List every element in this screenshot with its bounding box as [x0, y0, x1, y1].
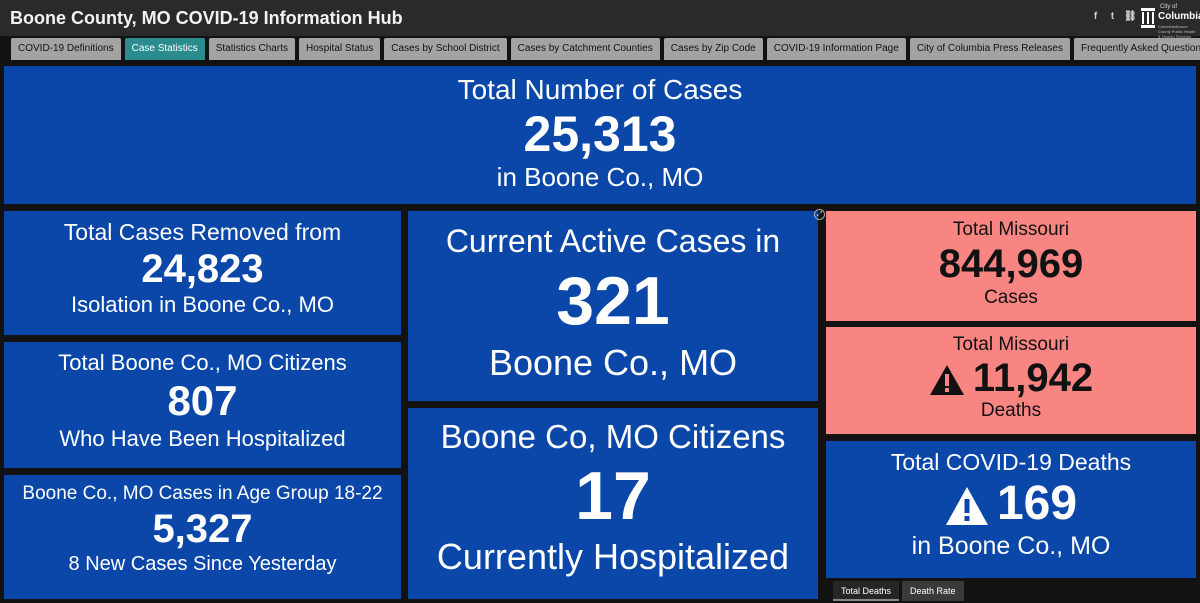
missouri-deaths-value: 11,942	[972, 356, 1094, 400]
facebook-icon[interactable]: f	[1093, 11, 1098, 22]
tab-cases-by-school-district[interactable]: Cases by School District	[384, 38, 507, 60]
deaths-subtab-bar: Total Deaths Death Rate	[833, 581, 964, 601]
boone-deaths-row: 169	[826, 476, 1196, 532]
link-icon[interactable]: ⛓	[1124, 11, 1137, 22]
missouri-deaths-row: 11,942	[826, 356, 1196, 400]
current-hospitalized-label: Boone Co, MO Citizens	[440, 418, 786, 455]
total-hospitalized-label: Total Boone Co., MO Citizens	[58, 350, 347, 375]
missouri-deaths-panel: Total Missouri 11,942 Deaths	[826, 327, 1196, 434]
logo-name: Columbia	[1158, 11, 1200, 22]
total-cases-label: Total Number of Cases	[457, 74, 743, 105]
current-hospitalized-panel: Boone Co, MO Citizens 17 Currently Hospi…	[408, 408, 818, 599]
boone-deaths-panel: Total COVID-19 Deaths 169 in Boone Co., …	[826, 441, 1196, 578]
logo-city-text: City of	[1160, 4, 1178, 10]
current-hospitalized-sublabel: Currently Hospitalized	[436, 536, 790, 577]
columns-logo-icon	[1141, 8, 1155, 28]
current-hospitalized-value: 17	[575, 458, 651, 534]
total-cases-location: in Boone Co., MO	[496, 162, 704, 192]
age-group-new-cases: 8 New Cases Since Yesterday	[68, 553, 337, 575]
logo-subtitle: Columbia/Boone County Public Health & Hu…	[1158, 24, 1196, 39]
missouri-cases-value: 844,969	[938, 242, 1084, 286]
tab-bar: COVID-19 Definitions Case Statistics Sta…	[11, 38, 1200, 60]
tab-cases-by-catchment-counties[interactable]: Cases by Catchment Counties	[510, 38, 660, 60]
removed-cases-panel: Total Cases Removed from 24,823 Isolatio…	[4, 211, 401, 335]
boone-deaths-label: Total COVID-19 Deaths	[890, 449, 1132, 475]
removed-cases-label: Total Cases Removed from	[63, 219, 342, 245]
missouri-cases-label: Total Missouri	[952, 219, 1070, 240]
active-cases-label: Current Active Cases in	[445, 223, 781, 259]
city-logo: City of Columbia Columbia/Boone County P…	[1140, 2, 1200, 39]
age-group-panel: Boone Co., MO Cases in Age Group 18-22 5…	[4, 475, 401, 599]
age-group-label: Boone Co., MO Cases in Age Group 18-22	[22, 483, 383, 504]
expand-icon[interactable]: ⤢	[814, 209, 825, 220]
total-hospitalized-value: 807	[167, 377, 238, 424]
total-hospitalized-sublabel: Who Have Been Hospitalized	[59, 426, 346, 451]
app-header: Boone County, MO COVID-19 Information Hu…	[0, 0, 1200, 39]
removed-cases-sublabel: Isolation in Boone Co., MO	[71, 292, 334, 317]
missouri-cases-panel: Total Missouri 844,969 Cases	[826, 211, 1196, 321]
tab-faq[interactable]: Frequently Asked Questions	[1073, 38, 1200, 60]
total-hospitalized-panel: Total Boone Co., MO Citizens 807 Who Hav…	[4, 342, 401, 468]
tab-hospital-status[interactable]: Hospital Status	[298, 38, 381, 60]
age-group-value: 5,327	[152, 507, 253, 551]
active-cases-value: 321	[556, 263, 670, 339]
tab-statistics-charts[interactable]: Statistics Charts	[208, 38, 295, 60]
missouri-deaths-label: Total Missouri	[952, 334, 1070, 355]
removed-cases-value: 24,823	[141, 247, 264, 291]
tab-case-statistics[interactable]: Case Statistics	[124, 38, 205, 60]
missouri-deaths-unit: Deaths	[980, 400, 1042, 421]
missouri-cases-unit: Cases	[984, 287, 1038, 308]
total-cases-value: 25,313	[523, 106, 677, 162]
active-cases-location: Boone Co., MO	[488, 342, 738, 383]
boone-deaths-location: in Boone Co., MO	[911, 532, 1111, 560]
warning-icon	[929, 365, 964, 396]
tab-total-deaths[interactable]: Total Deaths	[833, 581, 900, 601]
total-cases-panel: Total Number of Cases 25,313 in Boone Co…	[4, 66, 1196, 204]
page-title: Boone County, MO COVID-19 Information Hu…	[10, 8, 403, 28]
tab-covid-information-page[interactable]: COVID-19 Information Page	[766, 38, 906, 60]
tab-press-releases[interactable]: City of Columbia Press Releases	[909, 38, 1070, 60]
boone-deaths-value: 169	[996, 477, 1078, 530]
tab-covid-definitions[interactable]: COVID-19 Definitions	[11, 38, 121, 60]
social-links: f t ⛓	[1090, 11, 1137, 22]
tab-death-rate[interactable]: Death Rate	[902, 581, 964, 601]
tab-cases-by-zip-code[interactable]: Cases by Zip Code	[663, 38, 763, 60]
active-cases-panel: Current Active Cases in 321 Boone Co., M…	[408, 211, 818, 401]
twitter-icon[interactable]: t	[1110, 11, 1115, 22]
warning-icon	[945, 487, 988, 526]
